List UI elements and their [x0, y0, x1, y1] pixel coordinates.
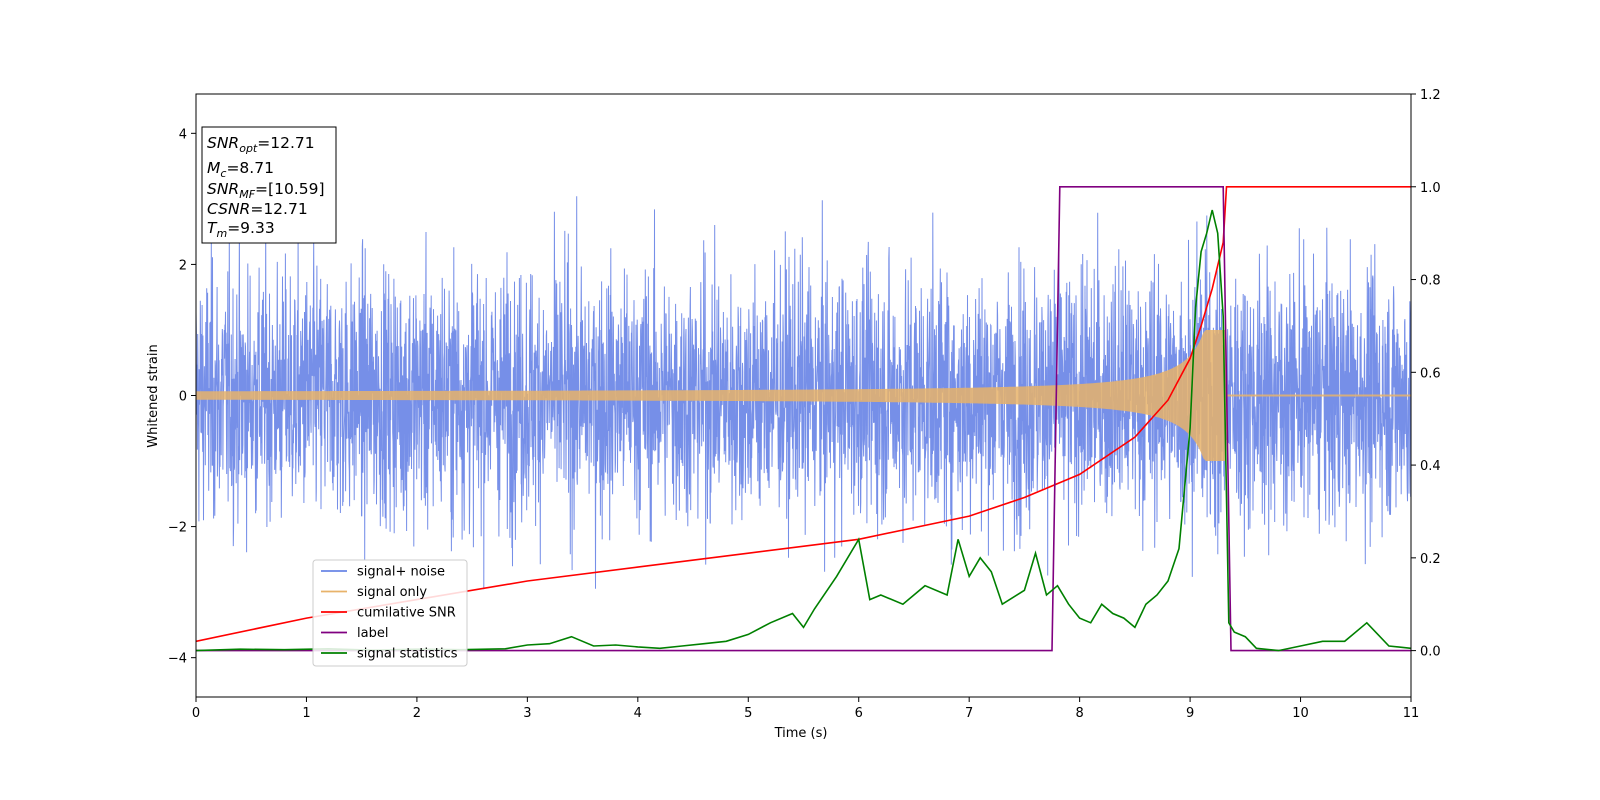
legend-entry: signal only: [357, 585, 427, 600]
y-right-tick-label: 1.0: [1420, 181, 1441, 196]
y-axis-right: 0.0 0.2 0.4 0.6 0.8 1.0 1.2: [1411, 88, 1441, 660]
series-cumulative-snr: [196, 186, 1411, 643]
legend-entry: label: [357, 626, 388, 641]
series-signal-statistics: [196, 209, 1411, 652]
x-axis: 0 1 2 3 4 5 6 7 8 9 10 11: [192, 697, 1419, 721]
x-tick-label: 2: [413, 706, 421, 721]
annotation-box: SNRopt=12.71 Mc=8.71 SNRMF=[10.59] CSNR=…: [201, 126, 337, 244]
x-tick-label: 0: [192, 706, 200, 721]
y-axis-left: −4 −2 0 2 4: [168, 127, 196, 667]
x-tick-label: 8: [1075, 706, 1083, 721]
x-tick-label: 4: [634, 706, 642, 721]
annotation-snr-opt: SNRopt=12.71: [207, 134, 315, 155]
y-right-tick-label: 0.0: [1420, 645, 1441, 660]
legend-entry: cumilative SNR: [357, 606, 456, 621]
x-tick-label: 3: [523, 706, 531, 721]
annotation-snr-mf: SNRMF=[10.59]: [207, 180, 325, 201]
x-tick-label: 7: [965, 706, 973, 721]
x-axis-label: Time (s): [774, 726, 828, 741]
legend-entry: signal+ noise: [357, 565, 445, 580]
y-right-tick-label: 0.2: [1420, 552, 1441, 567]
y-axis-label: Whitened strain: [146, 344, 161, 447]
y-left-tick-label: −2: [168, 521, 187, 536]
series-signal-only: [196, 330, 1411, 461]
y-right-tick-label: 0.4: [1420, 459, 1441, 474]
x-tick-label: 5: [744, 706, 752, 721]
y-left-tick-label: 2: [179, 258, 187, 273]
x-tick-label: 1: [302, 706, 310, 721]
legend-entry: signal statistics: [357, 647, 458, 662]
y-left-tick-label: 0: [179, 390, 187, 405]
y-right-tick-label: 1.2: [1420, 88, 1441, 103]
annotation-tm: Tm=9.33: [207, 219, 275, 240]
y-right-tick-label: 0.6: [1420, 366, 1441, 381]
x-tick-label: 10: [1292, 706, 1309, 721]
x-tick-label: 6: [855, 706, 863, 721]
y-left-tick-label: 4: [179, 127, 187, 142]
annotation-csnr: CSNR=12.71: [207, 200, 308, 218]
y-left-tick-label: −4: [168, 652, 187, 667]
legend: signal+ noise signal only cumilative SNR la…: [312, 559, 468, 667]
annotation-mc: Mc=8.71: [207, 159, 274, 180]
y-right-tick-label: 0.8: [1420, 274, 1441, 289]
x-tick-label: 11: [1403, 706, 1420, 721]
x-tick-label: 9: [1186, 706, 1194, 721]
series-label: [196, 186, 1411, 652]
